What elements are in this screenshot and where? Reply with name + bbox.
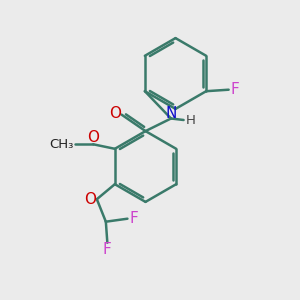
Text: F: F [230, 82, 239, 97]
Text: O: O [84, 192, 96, 207]
Text: O: O [110, 106, 122, 121]
Text: N: N [165, 106, 177, 121]
Text: F: F [129, 211, 138, 226]
Text: CH₃: CH₃ [50, 138, 74, 151]
Text: F: F [102, 242, 111, 257]
Text: H: H [185, 113, 195, 127]
Text: O: O [88, 130, 100, 145]
